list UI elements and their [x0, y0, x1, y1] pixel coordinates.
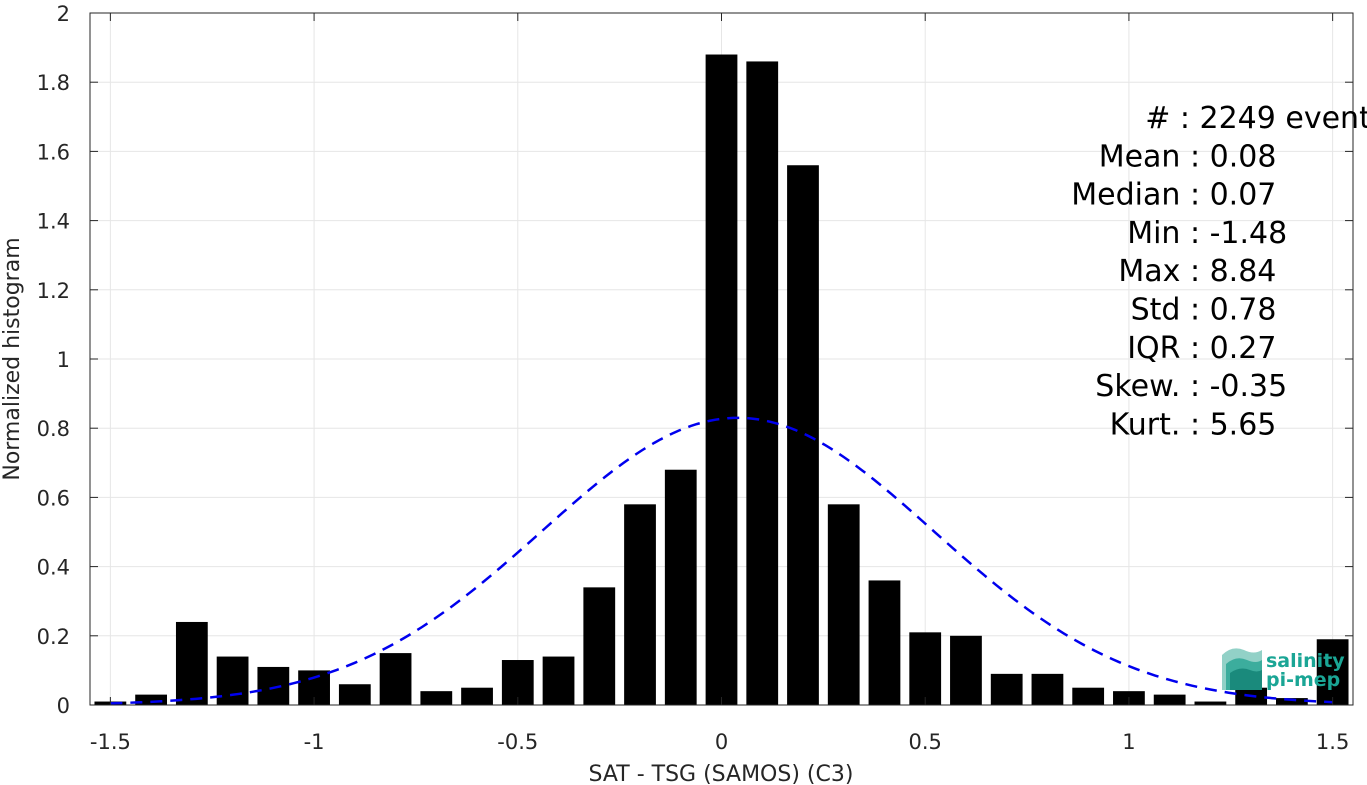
x-tick-label: 1.5: [1316, 730, 1349, 754]
histogram-bar: [461, 687, 493, 705]
x-tick-label: 0: [715, 730, 728, 754]
y-axis-label: Normalized histogram: [0, 237, 25, 480]
stat-line: Max : 8.84: [1118, 254, 1276, 289]
histogram-bar: [583, 587, 616, 705]
histogram-bar: [990, 673, 1023, 705]
y-tick-label: 1.8: [37, 71, 70, 95]
y-tick-label: 2: [57, 2, 70, 26]
histogram-bar: [1072, 687, 1105, 705]
histogram-bar: [787, 165, 819, 706]
histogram-bar: [624, 504, 656, 705]
stat-line: Std : 0.78: [1131, 293, 1277, 328]
histogram-bar: [950, 635, 982, 705]
y-tick-label: 1.4: [37, 210, 70, 234]
histogram-bars: [94, 54, 1349, 706]
axis-ticks: [90, 12, 1353, 706]
y-tick-labels: 0 0.2 0.4 0.6 0.8 1 1.2 1.4 1.6 1.8 2: [37, 2, 70, 718]
stat-line: Min : -1.48: [1127, 216, 1287, 251]
histogram-bar: [135, 694, 168, 705]
histogram-bar: [746, 61, 779, 705]
histogram-bar: [1031, 673, 1064, 705]
histogram-bar: [1316, 639, 1349, 705]
histogram-bar: [909, 632, 942, 705]
salinity-pimep-logo: salinity pi-mep: [1222, 648, 1345, 691]
y-tick-label: 1.2: [37, 279, 70, 303]
x-tick-label: -1: [304, 730, 325, 754]
stat-line: Median : 0.07: [1071, 178, 1276, 213]
y-tick-label: 1.6: [37, 140, 70, 164]
stat-line: Skew. : -0.35: [1095, 369, 1287, 404]
x-axis-label: SAT - TSG (SAMOS) (C3): [589, 762, 854, 785]
y-tick-label: 0: [57, 694, 70, 718]
y-tick-label: 0.4: [37, 556, 70, 580]
x-tick-label: -1.5: [90, 730, 131, 754]
x-tick-label: -0.5: [497, 730, 538, 754]
logo-line-1: salinity: [1266, 650, 1345, 672]
logo-line-2: pi-mep: [1266, 669, 1340, 691]
histogram-bar: [1275, 698, 1308, 705]
gaussian-fit-curve: [110, 416, 1333, 705]
x-tick-label: 0.5: [909, 730, 942, 754]
x-tick-label: 1: [1122, 730, 1135, 754]
y-tick-label: 0.6: [37, 486, 70, 510]
histogram-bar: [216, 656, 249, 705]
stat-line: Mean : 0.08: [1099, 139, 1277, 174]
stat-line: # : 2249 events: [1145, 101, 1367, 136]
y-tick-label: 1: [57, 348, 70, 372]
y-tick-label: 0.8: [37, 417, 70, 441]
wave-icon: [1222, 648, 1262, 690]
histogram-bar: [705, 54, 738, 705]
histogram-bar: [175, 621, 208, 705]
x-tick-labels: -1.5 -1 -0.5 0 0.5 1 1.5: [90, 730, 1349, 754]
histogram-bar: [420, 691, 453, 705]
histogram-bar: [1153, 694, 1186, 705]
stat-line: Kurt. : 5.65: [1110, 407, 1277, 442]
y-tick-label: 0.2: [37, 625, 70, 649]
histogram-bar: [1194, 701, 1227, 705]
histogram-bar: [379, 653, 412, 705]
stat-line: IQR : 0.27: [1127, 331, 1276, 366]
histogram-bar: [257, 666, 290, 705]
histogram-bar: [338, 684, 371, 705]
histogram-bar: [664, 469, 697, 705]
histogram-bar: [542, 656, 575, 705]
histogram-bar: [827, 504, 860, 705]
histogram-bar: [868, 580, 901, 705]
